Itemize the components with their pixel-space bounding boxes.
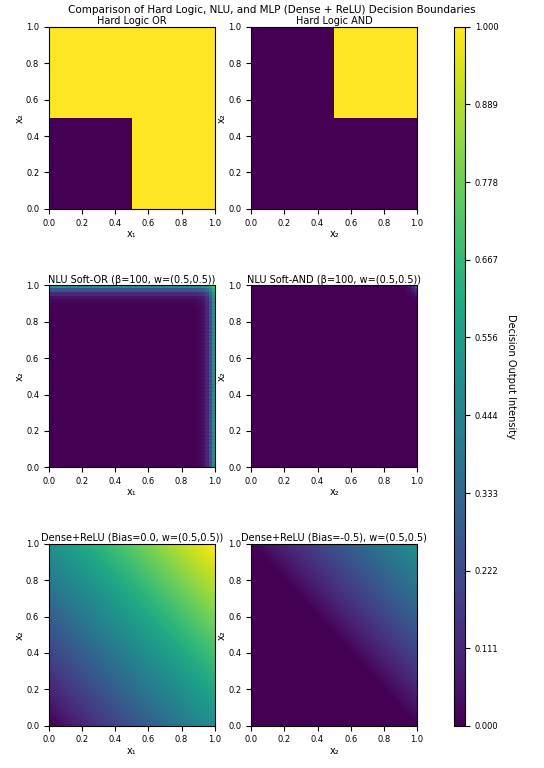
Title: NLU Soft-AND (β=100, w=(0.5,0.5)): NLU Soft-AND (β=100, w=(0.5,0.5)) — [247, 274, 421, 284]
X-axis label: x₂: x₂ — [329, 488, 339, 498]
Y-axis label: x₂: x₂ — [15, 113, 24, 123]
Y-axis label: x₂: x₂ — [217, 372, 227, 381]
Y-axis label: Decision Output Intensity: Decision Output Intensity — [505, 314, 516, 439]
Y-axis label: x₂: x₂ — [217, 630, 227, 640]
Title: Hard Logic OR: Hard Logic OR — [97, 16, 166, 26]
Title: NLU Soft-OR (β=100, w=(0.5,0.5)): NLU Soft-OR (β=100, w=(0.5,0.5)) — [48, 274, 215, 284]
X-axis label: x₁: x₁ — [127, 746, 137, 756]
Title: Dense+ReLU (Bias=-0.5), w=(0.5,0.5): Dense+ReLU (Bias=-0.5), w=(0.5,0.5) — [241, 533, 427, 543]
X-axis label: x₂: x₂ — [329, 229, 339, 239]
Y-axis label: x₂: x₂ — [15, 372, 24, 381]
Y-axis label: x₂: x₂ — [217, 113, 227, 123]
Y-axis label: x₂: x₂ — [15, 630, 24, 640]
X-axis label: x₁: x₁ — [127, 488, 137, 498]
Title: Dense+ReLU (Bias=0.0, w=(0.5,0.5)): Dense+ReLU (Bias=0.0, w=(0.5,0.5)) — [41, 533, 223, 543]
X-axis label: x₁: x₁ — [127, 229, 137, 239]
Title: Hard Logic AND: Hard Logic AND — [296, 16, 373, 26]
Text: Comparison of Hard Logic, NLU, and MLP (Dense + ReLU) Decision Boundaries: Comparison of Hard Logic, NLU, and MLP (… — [68, 5, 476, 15]
X-axis label: x₂: x₂ — [329, 746, 339, 756]
